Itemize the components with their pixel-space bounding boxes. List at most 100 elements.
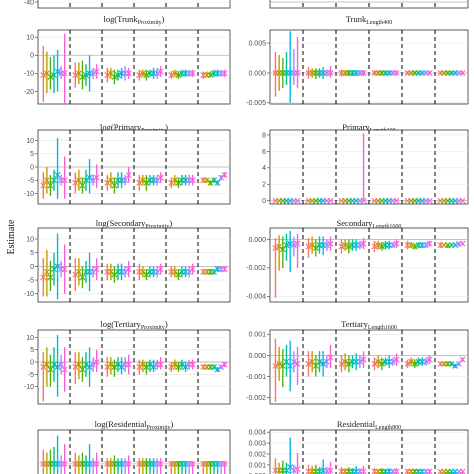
estimate-point: [118, 364, 125, 370]
estimate-point: [356, 358, 363, 365]
y-tick-label: 6: [262, 149, 266, 156]
estimate-point: [408, 358, 415, 365]
y-axis-label: Estimate: [6, 219, 17, 255]
estimate-point: [389, 358, 396, 365]
estimate-point: [360, 356, 367, 363]
estimate-point: [79, 366, 86, 373]
estimate-point: [221, 460, 228, 467]
estimate-point: [86, 174, 93, 181]
facet-panel-1: [269, 0, 469, 9]
estimate-point: [459, 197, 466, 204]
estimate-point: [294, 69, 301, 76]
estimate-point: [111, 182, 118, 189]
panel-content: [270, 0, 468, 8]
estimate-point: [139, 70, 146, 77]
estimate-point: [290, 467, 297, 474]
facet-title: TrunkLength400: [346, 14, 392, 26]
estimate-point: [171, 177, 178, 184]
estimate-point: [61, 177, 68, 184]
estimate-point: [122, 177, 129, 184]
facet-title: TertiaryLength1600: [341, 319, 397, 331]
estimate-point: [211, 364, 217, 370]
facet-title-suffix: ): [165, 122, 168, 132]
estimate-point: [175, 364, 182, 370]
estimate-point: [393, 197, 400, 204]
y-tick-label: -20: [24, 89, 34, 96]
facet-title-suffix: ): [171, 419, 174, 429]
estimate-point: [58, 361, 65, 368]
estimate-point: [111, 271, 118, 278]
estimate-point: [136, 72, 143, 79]
y-tick-label: 0.000: [248, 70, 266, 77]
facet-panel-0: -40: [24, 0, 231, 9]
estimate-point: [214, 179, 221, 186]
estimate-point: [294, 197, 301, 204]
estimate-point: [40, 364, 47, 370]
estimate-point: [54, 171, 61, 178]
estimate-point: [426, 356, 433, 363]
estimate-point: [150, 364, 157, 370]
estimate-point: [294, 360, 301, 367]
y-tick-label: -10: [24, 191, 34, 198]
panel-content: [270, 130, 468, 204]
facet-panel-3: TrunkLength400 -0.005 0.000 0.005: [246, 14, 469, 107]
estimate-point: [83, 361, 89, 368]
estimate-point: [287, 240, 294, 247]
estimate-point: [312, 244, 319, 251]
y-tick-label: -10: [24, 384, 34, 391]
y-tick-label: 8: [262, 132, 266, 139]
estimate-point: [186, 268, 193, 275]
estimate-point: [72, 179, 79, 186]
estimate-point: [221, 171, 228, 178]
estimate-point: [203, 177, 210, 184]
y-tick-label: -5: [28, 178, 34, 185]
panel-content: [270, 430, 468, 474]
estimate-point: [221, 266, 228, 273]
y-tick-label: 10: [26, 335, 34, 342]
estimate-point: [93, 68, 100, 75]
estimate-point: [323, 242, 330, 249]
estimate-point: [51, 266, 57, 273]
estimate-point: [75, 268, 82, 275]
estimate-point: [207, 72, 214, 79]
y-tick-label: 0.000: [248, 353, 266, 360]
estimate-point: [83, 177, 89, 184]
facet-title-subscript: Proximity: [141, 325, 165, 331]
estimate-point: [305, 360, 312, 367]
estimate-point: [371, 360, 378, 367]
estimate-point: [459, 69, 466, 76]
estimate-point: [115, 72, 121, 79]
estimate-point: [426, 197, 433, 204]
y-tick-label: 5: [30, 347, 34, 354]
estimate-point: [327, 197, 334, 204]
estimate-point: [175, 72, 182, 79]
estimate-point: [342, 242, 349, 249]
estimate-point: [207, 179, 214, 186]
y-tick-label: 0.005: [248, 41, 266, 48]
estimate-point: [107, 177, 114, 184]
estimate-point: [221, 70, 228, 77]
estimate-point: [378, 243, 385, 250]
estimate-point: [111, 364, 118, 370]
estimate-point: [309, 242, 316, 249]
estimate-point: [139, 177, 146, 184]
estimate-point: [389, 242, 396, 249]
estimate-point: [459, 240, 466, 247]
estimate-point: [47, 274, 54, 281]
estimate-point: [40, 274, 47, 281]
panel-content: [270, 30, 468, 104]
estimate-point: [157, 174, 164, 181]
facet-title-suffix: ): [169, 218, 172, 228]
estimate-point: [179, 361, 185, 368]
estimate-point: [111, 73, 118, 80]
estimate-point: [171, 268, 178, 275]
estimate-point: [171, 70, 178, 77]
facet-title-suffix: ): [162, 14, 165, 24]
estimate-point: [79, 274, 86, 281]
facet-panel-5: PrimaryLength10002468: [262, 122, 469, 205]
estimate-point: [316, 468, 323, 474]
estimate-point: [327, 240, 334, 247]
